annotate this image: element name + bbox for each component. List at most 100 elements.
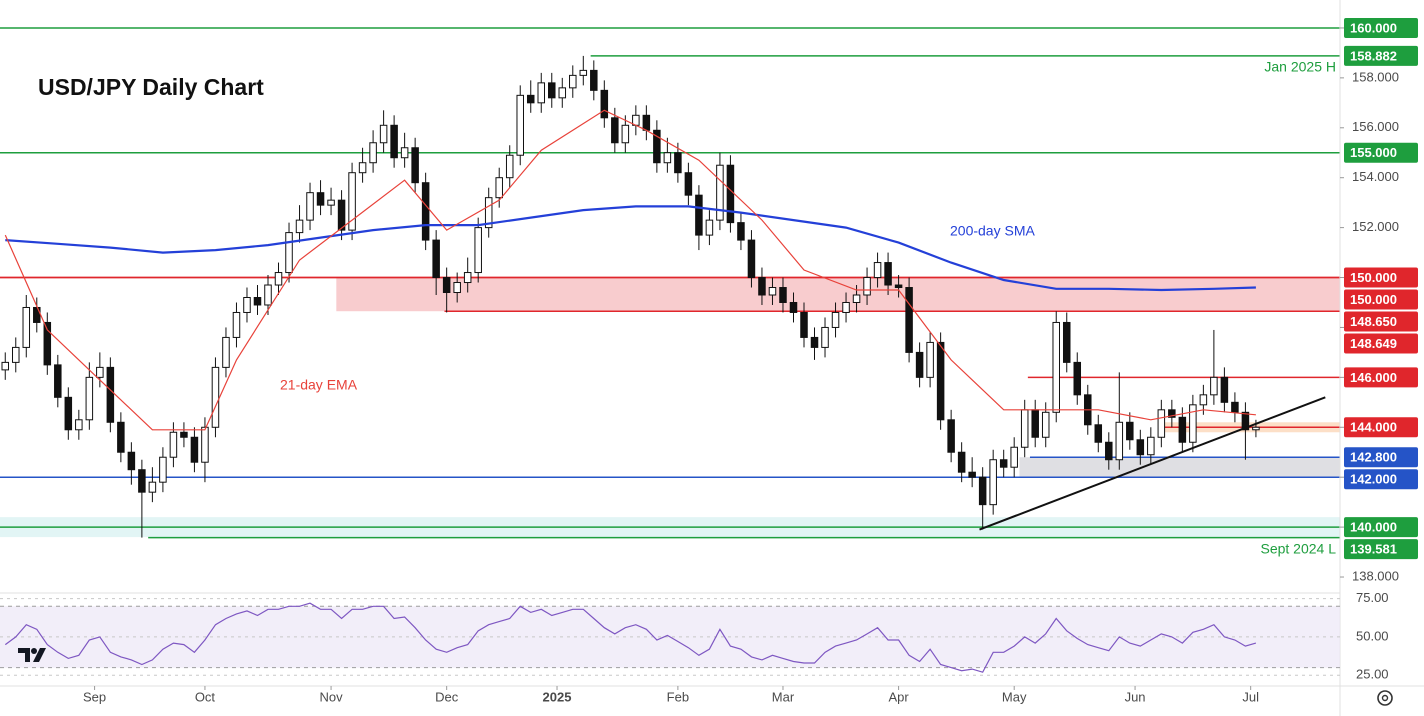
candle-body [337, 199, 346, 231]
candle-body [1052, 321, 1060, 413]
candle-body [348, 172, 356, 231]
candle-body [1157, 409, 1166, 438]
candle-body [1020, 409, 1029, 448]
candle-body [737, 222, 745, 241]
candle-body [22, 306, 31, 348]
y-tick-label: 156.000 [1352, 119, 1399, 134]
x-tick-label: Nov [319, 689, 343, 704]
candle-body [684, 172, 693, 196]
x-tick-label: Mar [772, 689, 795, 704]
candle-body [810, 336, 819, 348]
price-pane [0, 27, 1340, 539]
level-label-box [1344, 539, 1418, 560]
settings-icon[interactable] [1377, 690, 1393, 706]
candle-body [579, 69, 588, 76]
candle-body [695, 194, 703, 236]
candle-body [999, 459, 1008, 468]
candle-body [54, 364, 62, 398]
candle-body [1031, 409, 1039, 438]
candle-body [957, 451, 966, 473]
candle-body [968, 471, 976, 478]
candle-body [495, 177, 503, 199]
candle-body [1147, 436, 1155, 456]
candle-body [400, 147, 409, 159]
candle-body [484, 197, 493, 229]
candle-body [148, 481, 157, 493]
candle-body [1062, 321, 1071, 363]
candle-body [1, 361, 10, 371]
candle-body [1126, 421, 1134, 441]
y-tick-label: 158.000 [1352, 69, 1399, 84]
level-label: 148.649 [1350, 336, 1397, 351]
candle-body [180, 431, 188, 438]
candle-body [222, 336, 230, 368]
y-tick-label: 154.000 [1352, 169, 1399, 184]
candle-body [621, 124, 630, 144]
x-tick-label: 2025 [543, 689, 572, 704]
candle-body [716, 164, 724, 221]
candle-body [526, 94, 535, 104]
candle-body [505, 154, 514, 179]
overlay: 138.000140.000142.000144.000146.000148.0… [0, 17, 1418, 704]
candle-body [1105, 441, 1113, 461]
candle-body [821, 326, 829, 348]
candle-body [863, 277, 871, 296]
logo-dot [31, 648, 37, 654]
candle-body [894, 284, 903, 289]
trendline [979, 396, 1326, 531]
level-label-box [1344, 17, 1418, 38]
candle-body [274, 272, 283, 286]
candle-body [421, 182, 430, 241]
candle-body [905, 287, 913, 353]
candle-body [663, 152, 672, 164]
candle-body [390, 124, 398, 159]
series-label: 21-day EMA [280, 377, 358, 393]
x-tick-label: Oct [195, 689, 216, 704]
candle-body [432, 239, 440, 279]
candle-body [779, 287, 787, 303]
candle-body [758, 277, 766, 296]
y-tick-label: 138.000 [1352, 568, 1399, 583]
chart-title: USD/JPY Daily Chart [38, 74, 264, 100]
rsi-tick-label: 50.00 [1356, 628, 1389, 643]
level-label-box [1344, 517, 1418, 538]
candle-body [642, 114, 651, 131]
candle-body [674, 152, 682, 174]
candle-body [558, 87, 567, 99]
y-tick-label: 152.000 [1352, 219, 1399, 234]
candle-body [474, 227, 482, 274]
candle-body [442, 277, 451, 294]
level-label: 155.000 [1350, 145, 1397, 160]
x-tick-label: Apr [888, 689, 909, 704]
candle-body [1010, 446, 1018, 468]
candle-body [369, 142, 377, 164]
x-tick-label: Sep [83, 689, 106, 704]
logo-mark [18, 648, 46, 662]
candle-body [43, 321, 52, 366]
annotation: Jan 2025 H [1264, 59, 1336, 75]
candle-body [117, 421, 125, 453]
candle-body [232, 311, 241, 338]
candle-body [327, 199, 335, 206]
candle-body [159, 456, 167, 483]
level-label-box [1344, 447, 1418, 468]
candle-body [947, 419, 955, 453]
candle-body [316, 192, 325, 206]
level-label-box [1344, 267, 1418, 288]
settings-gear[interactable] [1377, 690, 1393, 706]
x-tick-label: May [1002, 689, 1027, 704]
candle-body [915, 351, 924, 378]
candle-body [653, 129, 661, 164]
level-label-box [1344, 311, 1418, 332]
x-tick-label: Dec [435, 689, 459, 704]
candle-body [747, 239, 756, 279]
candle-body [1094, 424, 1103, 443]
settings-gear-center[interactable] [1381, 694, 1389, 702]
candle-body [1073, 361, 1082, 396]
candle-body [96, 366, 104, 378]
level-label-box [1344, 333, 1418, 354]
candle-body [789, 301, 798, 313]
level-label: 146.000 [1350, 370, 1397, 385]
level-label: 150.000 [1350, 270, 1397, 285]
